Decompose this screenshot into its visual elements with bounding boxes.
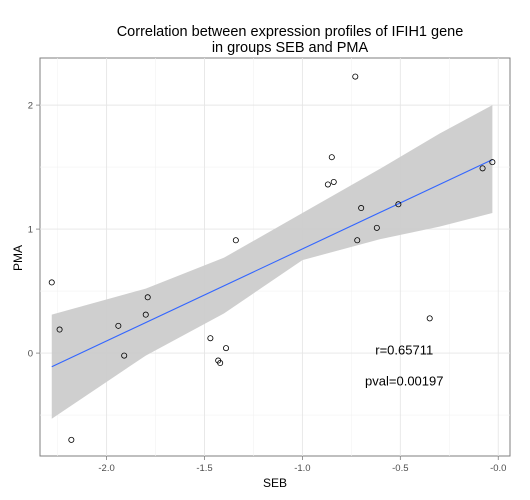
data-point xyxy=(330,178,337,185)
data-point xyxy=(223,345,230,352)
y-tick-label: 1 xyxy=(28,225,33,236)
confidence-band-layer xyxy=(51,105,493,419)
data-point xyxy=(115,322,122,329)
x-tick-label: -1.0 xyxy=(294,463,310,474)
data-point xyxy=(144,294,151,301)
data-point xyxy=(217,360,224,367)
x-axis: -2.0 -1.5 -1.0 -0.5 -0.0 xyxy=(98,456,506,474)
y-axis-title: PMA xyxy=(11,245,25,271)
data-point xyxy=(56,326,63,333)
y-axis: 0 1 2 xyxy=(28,101,40,360)
data-point xyxy=(121,352,128,359)
chart-title: Correlation between expression profiles … xyxy=(117,24,464,40)
points-layer xyxy=(48,73,496,443)
data-point xyxy=(426,315,433,322)
data-point xyxy=(207,335,214,342)
x-tick-label: -1.5 xyxy=(196,463,212,474)
data-point xyxy=(358,205,365,212)
x-tick-label: -0.0 xyxy=(490,463,506,474)
confidence-band xyxy=(51,105,493,419)
chart-subtitle: in groups SEB and PMA xyxy=(212,40,369,56)
x-axis-title: SEB xyxy=(263,476,287,490)
data-point xyxy=(479,165,486,172)
y-tick-label: 2 xyxy=(28,101,33,112)
y-tick-label: 0 xyxy=(28,349,33,360)
data-point xyxy=(352,73,359,80)
x-tick-label: -0.5 xyxy=(392,463,408,474)
data-point xyxy=(232,237,239,244)
data-point xyxy=(354,237,361,244)
correlation-annotation: r=0.65711 xyxy=(375,342,433,357)
pvalue-annotation: pval=0.00197 xyxy=(365,373,443,388)
x-tick-label: -2.0 xyxy=(98,463,114,474)
data-point xyxy=(68,436,75,443)
annotations: r=0.65711 pval=0.00197 xyxy=(365,342,443,388)
data-point xyxy=(324,181,331,188)
data-point xyxy=(328,154,335,161)
data-point xyxy=(373,224,380,231)
data-point xyxy=(48,279,55,286)
data-point xyxy=(395,201,402,208)
data-point xyxy=(142,311,149,318)
fit-line-layer xyxy=(51,159,493,368)
data-point xyxy=(489,159,496,166)
regression-line xyxy=(51,159,493,368)
